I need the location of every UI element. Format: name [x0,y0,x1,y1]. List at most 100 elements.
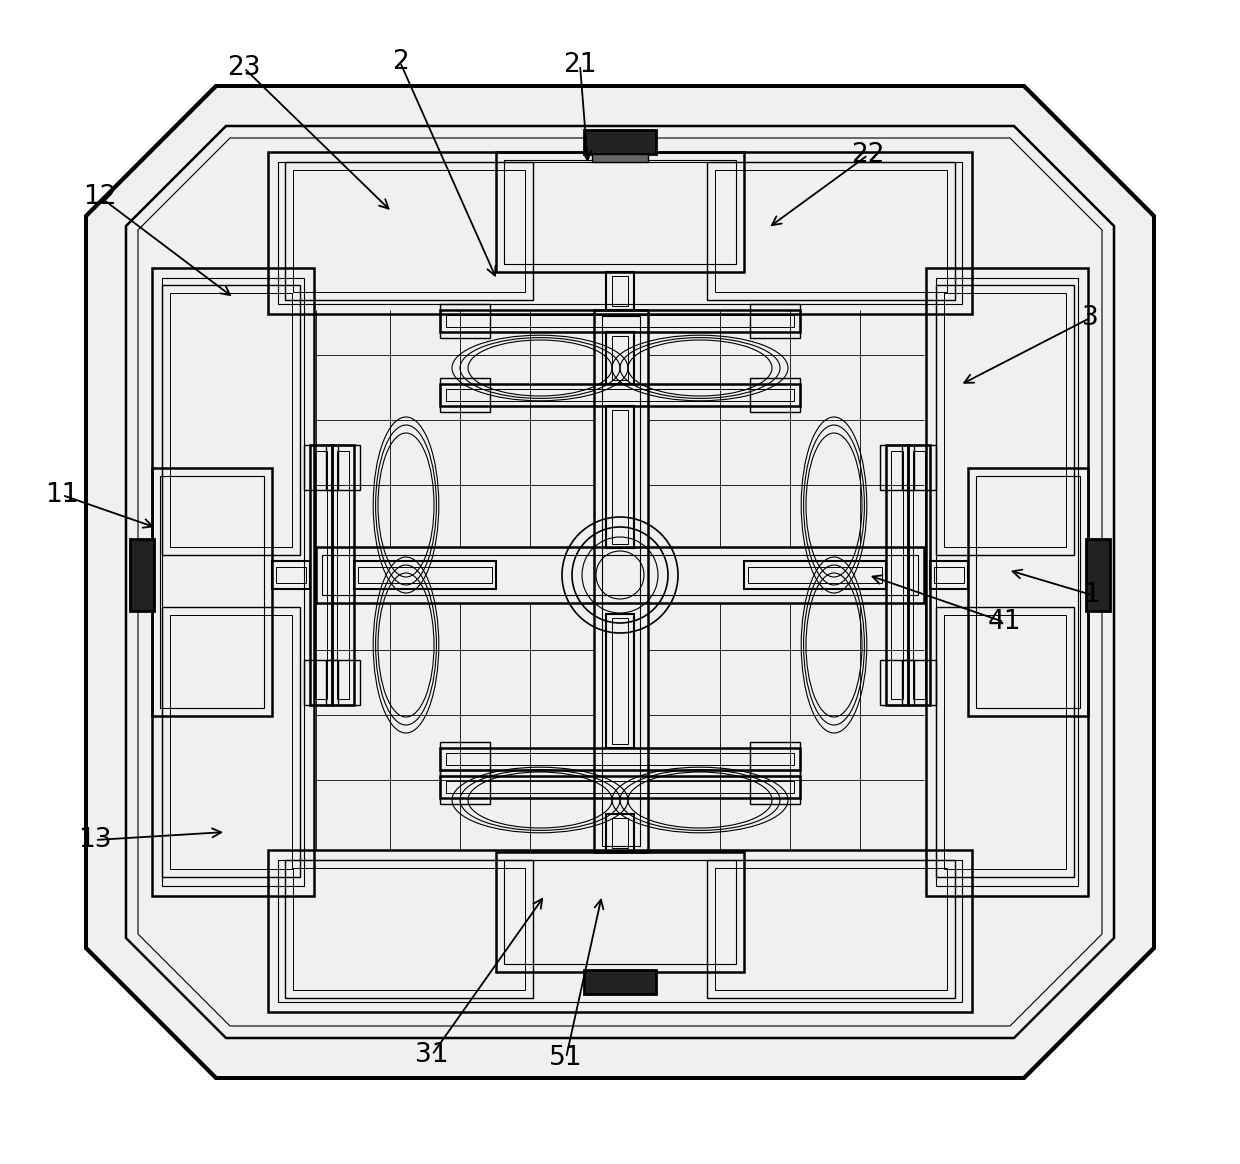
Bar [268,152,972,314]
Bar [130,539,154,611]
Bar [606,272,634,310]
Bar [170,293,291,547]
Bar [446,753,794,765]
Bar [880,445,914,490]
Bar [936,606,1074,876]
Text: 51: 51 [549,1045,583,1071]
Bar [707,162,955,300]
Bar [332,445,353,705]
Text: 3: 3 [1081,305,1099,331]
Bar [440,771,490,804]
Bar [934,567,963,583]
Bar [591,154,649,162]
Bar [606,406,634,548]
Bar [162,285,300,555]
Bar [316,547,924,603]
Bar [613,818,627,849]
Bar [601,315,640,846]
Bar [936,278,1078,886]
Bar [926,268,1087,896]
Bar [613,276,627,306]
Bar [913,450,925,700]
Bar [268,850,972,1012]
Bar [162,278,304,886]
Bar [285,162,533,300]
Bar [707,860,955,998]
Bar [326,660,360,705]
Bar [170,615,291,870]
Bar [322,555,918,595]
Bar [594,310,649,852]
Bar [944,615,1066,870]
Bar [496,152,744,272]
Text: 22: 22 [851,142,885,168]
Bar [440,310,800,332]
Bar [496,852,744,972]
Bar [750,741,800,776]
Bar [310,445,332,705]
Bar [750,378,800,412]
Text: 13: 13 [78,826,112,853]
Bar [272,561,310,589]
Bar [748,567,882,583]
Bar [277,567,306,583]
Bar [162,606,300,876]
Bar [503,860,737,964]
Bar [446,315,794,327]
Bar [968,468,1087,716]
Bar [304,445,339,490]
Bar [584,130,656,154]
Text: 11: 11 [45,482,79,508]
Text: 23: 23 [227,55,260,81]
Bar [750,304,800,338]
Bar [446,781,794,793]
Bar [930,561,968,589]
Bar [584,970,656,994]
Bar [613,410,627,544]
Bar [446,389,794,402]
Bar [880,660,914,705]
Bar [606,332,634,384]
Bar [353,561,496,589]
Text: 41: 41 [987,609,1021,636]
Bar [503,159,737,264]
Bar [606,613,634,748]
Bar [315,450,327,700]
Text: 31: 31 [415,1042,449,1069]
Bar [901,445,936,490]
Polygon shape [86,86,1154,1078]
Bar [440,384,800,406]
Bar [293,868,525,991]
Bar [892,450,903,700]
Bar [606,814,634,852]
Bar [715,170,947,292]
Bar [944,293,1066,547]
Bar [440,748,800,771]
Bar [440,741,490,776]
Bar [744,561,887,589]
Bar [750,771,800,804]
Bar [613,618,627,744]
Bar [936,285,1074,555]
Bar [358,567,492,583]
Bar [326,445,360,490]
Bar [153,268,314,896]
Bar [304,660,339,705]
Bar [440,378,490,412]
Bar [293,170,525,292]
Bar [887,445,908,705]
Bar [440,776,800,799]
Bar [337,450,348,700]
Bar [976,476,1080,708]
Bar [613,336,627,379]
Bar [908,445,930,705]
Bar [440,304,490,338]
Bar [285,860,533,998]
Bar [160,476,264,708]
Bar [278,162,962,304]
Text: 12: 12 [83,184,117,210]
Text: 21: 21 [563,52,596,78]
Bar [901,660,936,705]
Text: 1: 1 [1084,582,1100,608]
Bar [153,468,272,716]
